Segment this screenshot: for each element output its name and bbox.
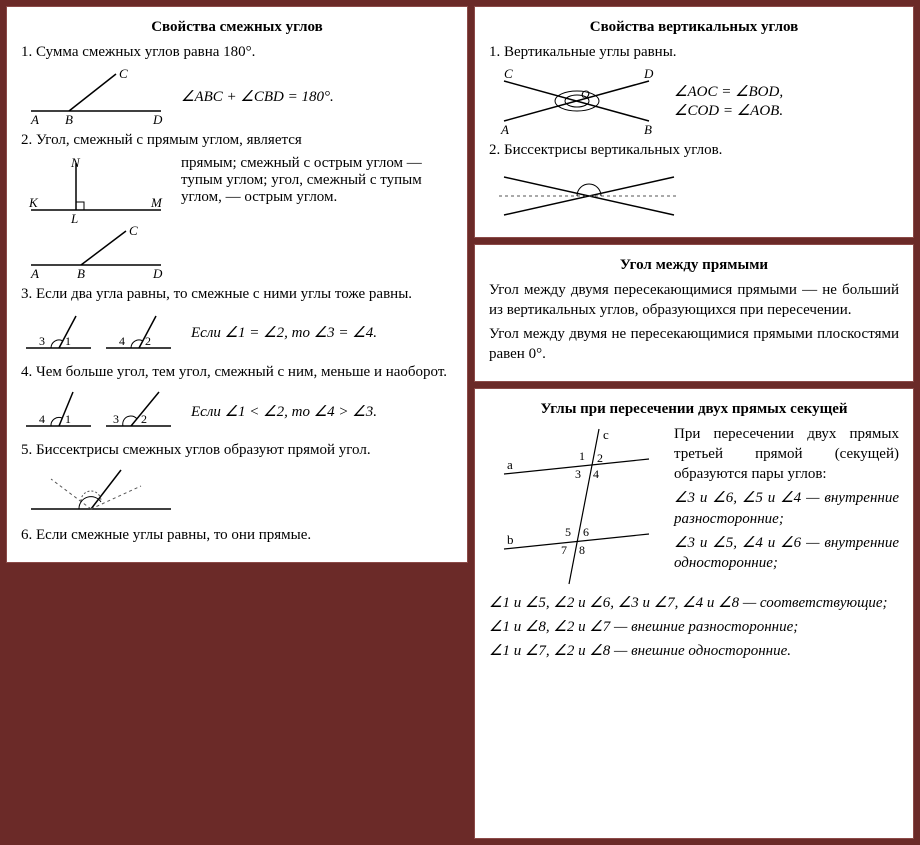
left-p4: 4. Чем больше угол, тем угол, смежный с … — [21, 362, 453, 382]
svg-text:D: D — [643, 66, 654, 81]
svg-text:4: 4 — [593, 467, 599, 481]
title-transversal: Углы при пересечении двух прямых секущей — [489, 401, 899, 418]
svg-text:1: 1 — [579, 449, 585, 463]
svg-text:7: 7 — [561, 543, 567, 557]
left-p2-lead: 2. Угол, смежный с прямым углом, являетс… — [21, 130, 453, 150]
left-p1: 1. Сумма смежных углов равна 180°. — [21, 42, 453, 62]
svg-text:L: L — [70, 211, 78, 225]
svg-text:A: A — [500, 122, 509, 136]
svg-text:5: 5 — [565, 525, 571, 539]
panel-adjacent-angles: Свойства смежных углов 1. Сумма смежных … — [6, 6, 468, 563]
r3-intro: При пересечении двух прямых третьей прям… — [674, 424, 899, 485]
fig-adjacent-3: 3 1 4 2 — [21, 308, 181, 358]
title-adjacent: Свойства смежных углов — [21, 19, 453, 36]
title-between: Угол между прямыми — [489, 257, 899, 274]
svg-text:C: C — [504, 66, 513, 81]
svg-text:C: C — [129, 225, 138, 238]
fig-adjacent-1: A B C D — [21, 66, 171, 126]
panel-angle-between-lines: Угол между прямыми Угол между двумя пере… — [474, 244, 914, 382]
svg-text:3: 3 — [39, 334, 45, 348]
r1-p2: 2. Биссектрисы вертикальных углов. — [489, 140, 899, 160]
svg-text:8: 8 — [579, 543, 585, 557]
svg-text:a: a — [507, 457, 513, 472]
svg-text:1: 1 — [65, 412, 71, 426]
svg-text:3: 3 — [575, 467, 581, 481]
panel-vertical-angles: Свойства вертикальных углов 1. Вертикаль… — [474, 6, 914, 238]
svg-text:4: 4 — [39, 412, 45, 426]
svg-text:1: 1 — [65, 334, 71, 348]
eq3: Если ∠1 = ∠2, то ∠3 = ∠4. — [191, 323, 453, 342]
svg-text:b: b — [507, 532, 514, 547]
r3-l3: ∠1 и ∠5, ∠2 и ∠6, ∠3 и ∠7, ∠4 и ∠8 — соо… — [489, 593, 899, 613]
svg-text:c: c — [603, 427, 609, 442]
svg-text:2: 2 — [597, 451, 603, 465]
svg-text:B: B — [644, 122, 652, 136]
left-p6: 6. Если смежные углы равны, то они прямы… — [21, 525, 453, 545]
r2-p1: Угол между двумя пересекающимися прямыми… — [489, 280, 899, 321]
eq4: Если ∠1 < ∠2, то ∠4 > ∠3. — [191, 402, 453, 421]
svg-text:4: 4 — [119, 334, 125, 348]
svg-text:B: B — [77, 266, 85, 280]
fig-adjacent-4: 4 1 3 2 — [21, 386, 181, 436]
fig-bisector — [21, 464, 181, 519]
fig-vertical-1: A B C D O — [489, 66, 664, 136]
svg-text:2: 2 — [141, 412, 147, 426]
svg-text:A: A — [30, 112, 39, 126]
r3-l1: ∠3 и ∠6, ∠5 и ∠4 — внутренние разносторо… — [674, 488, 899, 529]
svg-text:C: C — [119, 66, 128, 81]
svg-text:D: D — [152, 266, 163, 280]
fig-adjacent-2b: A B C D — [21, 225, 171, 280]
svg-text:M: M — [150, 195, 163, 210]
panel-transversal: Углы при пересечении двух прямых секущей… — [474, 388, 914, 840]
svg-text:D: D — [152, 112, 163, 126]
r1-eq1b: ∠COD = ∠AOB. — [674, 101, 899, 120]
fig-transversal: a b c 1 2 3 4 5 6 7 8 — [489, 424, 664, 589]
svg-text:B: B — [65, 112, 73, 126]
fig-adjacent-2a: K L M N — [21, 155, 171, 225]
r2-p2: Угол между двумя не пересекающимися прям… — [489, 324, 899, 365]
r3-l4: ∠1 и ∠8, ∠2 и ∠7 — внешние разносторонни… — [489, 617, 899, 637]
svg-text:A: A — [30, 266, 39, 280]
eq1: ∠ABC + ∠CBD = 180°. — [181, 87, 453, 106]
r3-l5: ∠1 и ∠7, ∠2 и ∠8 — внешние односторонние… — [489, 641, 899, 661]
left-p2-body: прямым; смежный с острым углом — тупым у… — [181, 155, 453, 206]
r3-l2: ∠3 и ∠5, ∠4 и ∠6 — внутренние односторон… — [674, 533, 899, 574]
svg-text:N: N — [70, 155, 81, 170]
svg-text:6: 6 — [583, 525, 589, 539]
left-p3: 3. Если два угла равны, то смежные с ним… — [21, 284, 453, 304]
svg-text:O: O — [581, 87, 590, 101]
r1-p1: 1. Вертикальные углы равны. — [489, 42, 899, 62]
r1-eq1a: ∠AOC = ∠BOD, — [674, 82, 899, 101]
left-p5: 5. Биссектрисы смежных углов образуют пр… — [21, 440, 453, 460]
svg-text:2: 2 — [145, 334, 151, 348]
svg-text:K: K — [28, 195, 39, 210]
fig-vertical-2 — [489, 165, 689, 225]
title-vertical: Свойства вертикальных углов — [489, 19, 899, 36]
svg-text:3: 3 — [113, 412, 119, 426]
